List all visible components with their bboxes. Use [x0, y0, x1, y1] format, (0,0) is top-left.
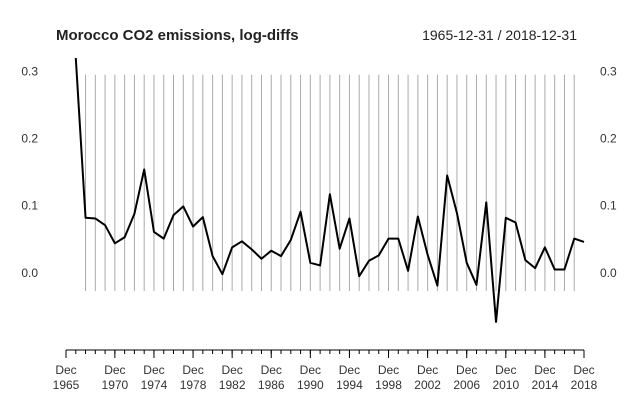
x-tick-label-month: Dec	[182, 363, 203, 377]
x-tick-label-month: Dec	[495, 363, 516, 377]
axis-layer: Dec1965Dec1970Dec1974Dec1978Dec1982Dec19…	[21, 64, 617, 392]
series-layer	[74, 58, 585, 323]
x-tick-label-year: 1998	[375, 378, 402, 392]
x-tick-label-year: 1965	[53, 378, 80, 392]
y-tick-label-left: 0.3	[21, 64, 38, 78]
x-tick-label-year: 1970	[102, 378, 129, 392]
x-tick-label-year: 2006	[453, 378, 480, 392]
y-tick-label-left: 0.0	[21, 266, 38, 280]
y-tick-label-left: 0.1	[21, 199, 38, 213]
x-tick-label-month: Dec	[221, 363, 242, 377]
x-tick-label-month: Dec	[534, 363, 555, 377]
y-tick-label-right: 0.2	[600, 132, 617, 146]
x-tick-label-month: Dec	[573, 363, 594, 377]
x-tick-label-month: Dec	[55, 363, 76, 377]
x-tick-label-year: 2018	[571, 378, 598, 392]
x-tick-label-year: 2002	[414, 378, 441, 392]
x-tick-label-month: Dec	[261, 363, 282, 377]
y-tick-label-right: 0.0	[600, 266, 617, 280]
x-tick-label-year: 1986	[258, 378, 285, 392]
x-tick-label-month: Dec	[300, 363, 321, 377]
x-tick-label-month: Dec	[143, 363, 164, 377]
x-tick-label-month: Dec	[104, 363, 125, 377]
x-tick-label-year: 1990	[297, 378, 324, 392]
date-range-label: 1965-12-31 / 2018-12-31	[422, 27, 577, 43]
series-line	[74, 58, 585, 323]
x-tick-label-year: 2014	[532, 378, 559, 392]
y-tick-label-left: 0.2	[21, 132, 38, 146]
x-tick-label-month: Dec	[339, 363, 360, 377]
chart-title: Morocco CO2 emissions, log-diffs	[56, 27, 299, 44]
x-tick-label-year: 1974	[141, 378, 168, 392]
x-tick-label-year: 2010	[492, 378, 519, 392]
y-tick-label-right: 0.3	[600, 64, 617, 78]
x-tick-label-year: 1982	[219, 378, 246, 392]
x-tick-label-year: 1978	[180, 378, 207, 392]
x-tick-label-year: 1994	[336, 378, 363, 392]
x-tick-label-month: Dec	[417, 363, 438, 377]
grid-layer	[85, 74, 575, 291]
x-tick-label-month: Dec	[456, 363, 477, 377]
y-tick-label-right: 0.1	[600, 199, 617, 213]
x-tick-label-month: Dec	[378, 363, 399, 377]
